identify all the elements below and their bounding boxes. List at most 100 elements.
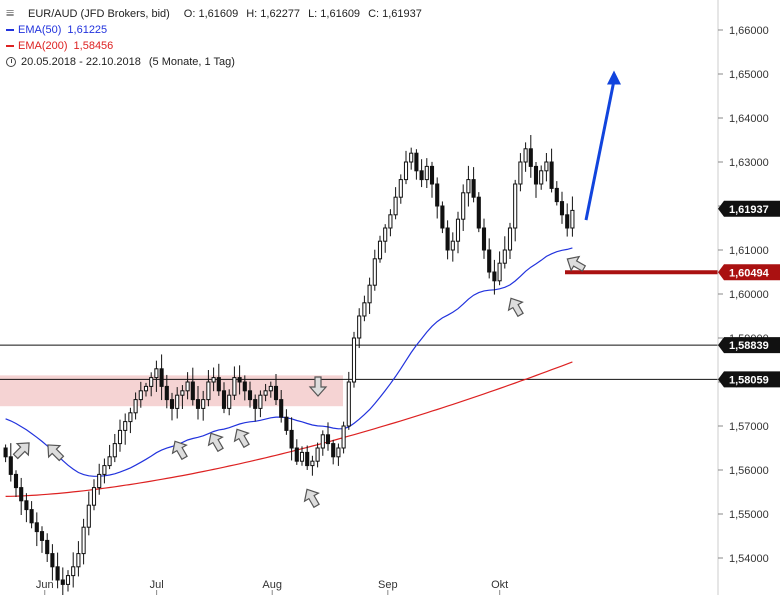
candle-body <box>461 192 466 220</box>
high-value: H: 1,62277 <box>246 8 301 20</box>
candle-body <box>377 240 383 260</box>
date-range: 20.05.2018 - 22.10.2018 <box>21 56 141 68</box>
price-badge <box>718 200 780 217</box>
ema200-label: EMA(200) <box>18 40 68 52</box>
candle-body <box>107 456 112 467</box>
candle-body <box>55 566 60 581</box>
candle-body <box>362 302 367 317</box>
candle-body <box>409 152 414 163</box>
y-tick-label: 1,61000 <box>729 245 769 257</box>
candle-body <box>294 447 299 462</box>
candle-body <box>533 165 539 185</box>
candle-body <box>544 161 549 172</box>
candle-body <box>190 381 195 401</box>
candle-body <box>24 500 29 511</box>
legend-range-row: 20.05.2018 - 22.10.2018 (5 Monate, 1 Tag… <box>6 54 430 70</box>
candle-body <box>81 526 86 555</box>
candle-body <box>325 434 331 445</box>
ema50-value: 1,61225 <box>67 24 108 36</box>
candle-body <box>138 390 143 401</box>
candle-body <box>91 487 97 506</box>
candle-body <box>518 161 523 185</box>
ema50-label: EMA(50) <box>18 24 62 36</box>
candle-body <box>34 522 39 533</box>
candle-body <box>268 385 273 392</box>
arrow-up-icon <box>308 376 328 397</box>
candle-body <box>445 227 450 251</box>
candle-body <box>492 271 497 282</box>
symbol-name: EUR/AUD (JFD Brokers, bid) <box>28 8 170 20</box>
ema200-path <box>5 361 573 497</box>
arrow-annotation-icon <box>171 440 188 461</box>
candle-body <box>247 390 253 401</box>
candle-body <box>123 421 128 431</box>
candle-body <box>164 385 169 401</box>
candle-body <box>315 447 320 462</box>
price-badge-label: 1,61937 <box>729 204 769 216</box>
arrow-annotation-icon <box>233 428 250 449</box>
bar-chart-icon: 𝍣 <box>6 8 15 19</box>
candle-body <box>513 183 518 229</box>
candle-body <box>487 249 492 273</box>
candle-body <box>258 394 263 409</box>
y-tick-label: 1,56000 <box>729 465 769 477</box>
candle-body <box>263 390 268 396</box>
candle-body <box>341 425 346 449</box>
price-labels: 1,61937 1,60494 1,58839 1,58059 <box>718 200 780 388</box>
arrow-annotation-icon <box>47 444 65 462</box>
period-label: (5 Monate, 1 Tag) <box>148 56 235 68</box>
candle-body <box>383 227 388 242</box>
low-value: L: 1,61609 <box>308 8 361 20</box>
candle-body <box>299 451 305 462</box>
candle-body <box>414 152 419 172</box>
candle-body <box>180 390 185 396</box>
candlesticks <box>3 135 575 595</box>
candle-body <box>195 399 201 409</box>
candle-body <box>221 390 227 409</box>
price-badge <box>718 371 780 388</box>
arrow-up-icon <box>507 297 524 318</box>
x-tick-label: Jun <box>36 579 54 591</box>
candle-body <box>273 385 279 401</box>
arrow-up-icon <box>12 442 30 460</box>
arrow-up-icon <box>47 444 65 462</box>
candle-body <box>476 196 481 229</box>
ema200-line <box>5 361 573 497</box>
candle-body <box>216 377 221 392</box>
candle-body <box>279 399 284 418</box>
candle-body <box>289 429 294 449</box>
candle-body <box>466 179 471 194</box>
legend-ema200-row[interactable]: EMA(200) 1,58456 <box>6 38 430 54</box>
candle-body <box>393 196 398 216</box>
candle-body <box>357 315 362 339</box>
price-badge-label: 1,58839 <box>729 340 769 352</box>
candle-body <box>143 385 149 392</box>
candle-body <box>45 539 50 555</box>
arrow-annotation-icon <box>12 442 30 460</box>
candle-body <box>455 218 461 242</box>
y-tick-label: 1,55000 <box>729 509 769 521</box>
arrow-up-icon <box>171 440 188 461</box>
candle-body <box>86 504 91 528</box>
x-tick-label: Okt <box>491 579 508 591</box>
candle-body <box>50 553 55 568</box>
candle-body <box>565 214 570 229</box>
close-value: C: 1,61937 <box>368 8 422 20</box>
arrow-annotation-icon <box>207 432 224 453</box>
arrow-up-icon <box>303 488 320 509</box>
arrow-up-icon <box>233 428 250 449</box>
candle-body <box>227 394 232 409</box>
candle-body <box>71 566 76 577</box>
candle-body <box>372 258 377 286</box>
time-axis: Jun Jul Aug Sep Okt <box>36 579 508 595</box>
y-tick-label: 1,64000 <box>729 113 769 125</box>
candle-body <box>159 368 164 387</box>
candle-body <box>8 456 13 475</box>
annotations <box>12 70 718 509</box>
candle-body <box>450 240 455 251</box>
clock-icon <box>6 57 16 67</box>
candle-body <box>429 165 435 185</box>
legend-ema50-row[interactable]: EMA(50) 1,61225 <box>6 22 430 38</box>
candle-body <box>19 487 24 502</box>
